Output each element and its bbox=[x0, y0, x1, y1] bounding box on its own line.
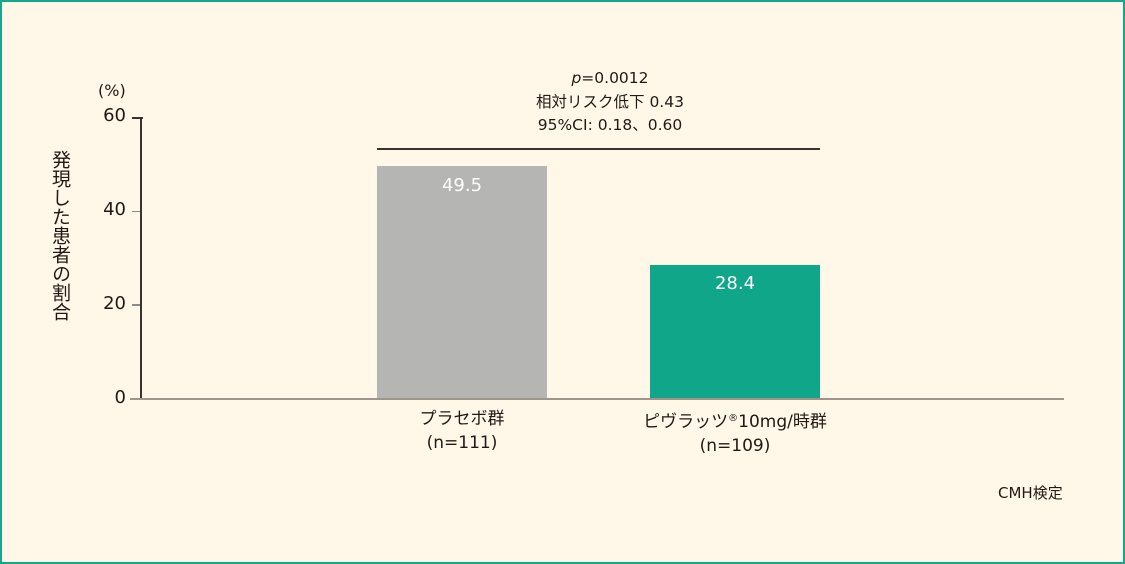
y-tick-label-40: 40 bbox=[103, 199, 126, 220]
bar-value-pivlaz: 28.4 bbox=[714, 273, 756, 294]
x-axis-line bbox=[130, 397, 1064, 400]
relative-risk-reduction-text: 相対リスク低下 0.43 bbox=[536, 92, 684, 111]
category-label-placebo: プラセボ群 (n=111) bbox=[419, 409, 505, 453]
bar-pivlaz: 28.4 bbox=[650, 265, 820, 398]
y-tick-40 bbox=[132, 210, 142, 212]
p-value-text: p=0.0012 bbox=[571, 69, 649, 87]
statistics-annotation: p=0.0012 相対リスク低下 0.43 95%CI: 0.18、0.60 bbox=[400, 67, 820, 138]
bar-value-placebo: 49.5 bbox=[441, 175, 483, 196]
y-axis-title: 発現した患者の割合 bbox=[49, 150, 71, 321]
y-tick-20 bbox=[132, 304, 142, 306]
bar-placebo: 49.5 bbox=[377, 166, 547, 398]
y-tick-label-20: 20 bbox=[103, 293, 126, 314]
y-axis-unit: (%) bbox=[98, 81, 126, 100]
comparison-bracket bbox=[377, 148, 820, 150]
confidence-interval-text: 95%CI: 0.18、0.60 bbox=[537, 116, 683, 134]
y-axis-line bbox=[140, 117, 142, 399]
y-tick-60 bbox=[132, 117, 143, 119]
y-tick-label-60: 60 bbox=[103, 105, 126, 126]
test-method-note: CMH検定 bbox=[998, 484, 1063, 502]
category-label-pivlaz: ピヴラッツ®10mg/時群 (n=109) bbox=[643, 412, 827, 456]
y-tick-label-0: 0 bbox=[114, 387, 126, 408]
